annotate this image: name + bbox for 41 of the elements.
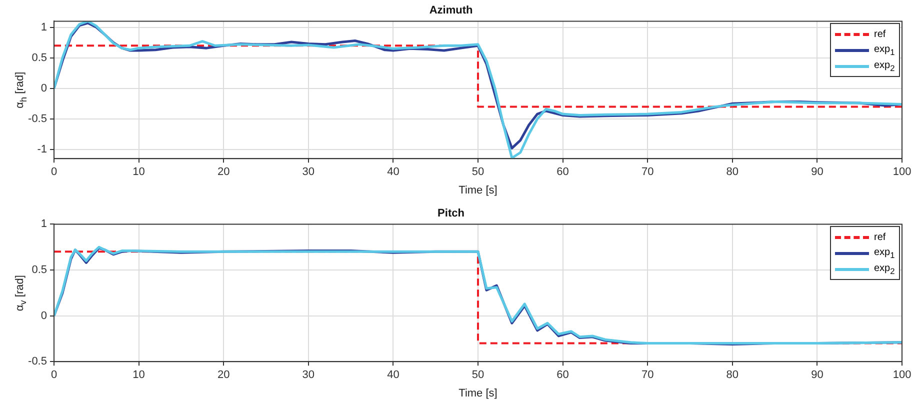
- x-tick-label: 60: [556, 369, 569, 382]
- y-tick-label: 0.5: [32, 264, 47, 276]
- legend-label: exp$_{1}$: [874, 44, 895, 57]
- y-tick-label: 0.5: [32, 52, 47, 64]
- y-tick-label: -1: [37, 143, 47, 156]
- x-tick-label: 80: [726, 369, 739, 382]
- x-axis-title: Time [s]: [458, 184, 498, 196]
- legend-label: exp$_{2}$: [874, 60, 895, 73]
- y-tick-label: -0.5: [28, 356, 47, 368]
- x-tick-label: 70: [641, 369, 654, 382]
- legend-label: ref: [874, 232, 886, 243]
- x-tick-label: 60: [556, 166, 569, 178]
- y-tick-label: 1: [40, 218, 47, 230]
- y-tick-label: -0.5: [28, 112, 47, 125]
- x-tick-label: 0: [50, 166, 58, 178]
- x-tick-label: 30: [302, 369, 315, 382]
- x-tick-label: 100: [892, 166, 912, 178]
- x-tick-label: 90: [811, 369, 824, 382]
- x-tick-label: 20: [217, 369, 230, 382]
- x-tick-label: 50: [472, 369, 484, 382]
- chart-title: Pitch: [438, 208, 465, 220]
- x-tick-label: 80: [726, 166, 739, 178]
- x-tick-label: 100: [892, 369, 912, 382]
- x-tick-label: 90: [811, 166, 824, 178]
- legend-label: ref: [874, 28, 886, 40]
- x-tick-label: 70: [641, 166, 654, 178]
- chart-title: Azimuth: [429, 4, 473, 17]
- x-tick-label: 0: [50, 369, 58, 382]
- legend-label: exp$_{2}$: [874, 262, 895, 276]
- legend-label: exp$_{1}$: [874, 246, 895, 260]
- x-tick-label: 50: [472, 166, 484, 178]
- x-axis-title: Time [s]: [458, 387, 498, 400]
- x-tick-label: 40: [387, 369, 400, 382]
- y-tick-label: 0: [40, 82, 47, 94]
- x-tick-label: 10: [132, 369, 145, 382]
- x-tick-label: 40: [387, 166, 400, 178]
- x-tick-label: 10: [132, 166, 145, 178]
- y-tick-label: 0: [40, 310, 47, 322]
- x-tick-label: 20: [217, 166, 230, 178]
- y-tick-label: 1: [40, 21, 47, 34]
- x-tick-label: 30: [302, 166, 315, 178]
